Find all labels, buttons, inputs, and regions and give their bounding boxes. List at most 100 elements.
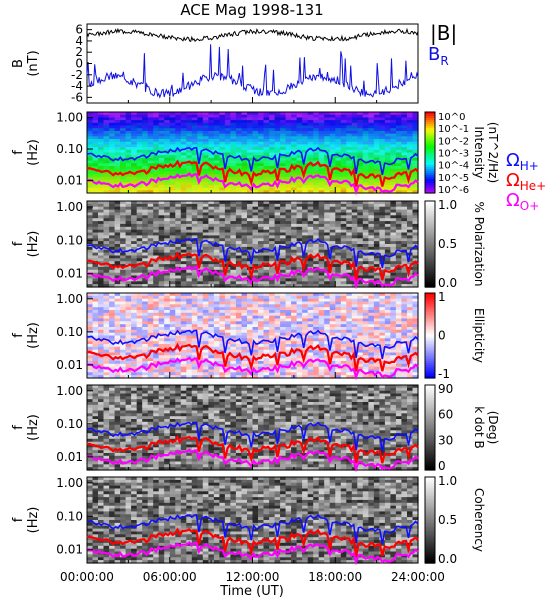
heatmap-cell [318, 272, 325, 277]
heatmap-cell [114, 363, 121, 368]
heatmap-cell [180, 281, 187, 285]
heatmap-cell [258, 133, 265, 137]
heatmap-cell [241, 332, 248, 337]
heatmap-cell [335, 244, 342, 248]
heatmap-cell [357, 229, 364, 234]
heatmap-cell [142, 229, 149, 234]
heatmap-cell [241, 176, 248, 181]
heatmap-cell [362, 258, 369, 262]
heatmap-cell [103, 215, 110, 219]
heatmap-cell [120, 238, 127, 242]
heatmap-cell [208, 338, 215, 342]
heatmap-cell [120, 215, 127, 219]
heatmap-cell [125, 281, 132, 285]
heatmap-cell [324, 246, 331, 251]
heatmap-cell [329, 149, 336, 154]
heatmap-cell [186, 327, 193, 331]
heatmap-cell [169, 133, 176, 137]
heatmap-cell [241, 281, 248, 285]
heatmap-cell [92, 244, 99, 248]
heatmap-cell [324, 114, 331, 118]
heatmap-cell [285, 307, 292, 311]
heatmap-cell [291, 201, 298, 205]
heatmap-cell [407, 112, 414, 116]
heatmap-cell [164, 114, 171, 118]
heatmap-cell [313, 241, 320, 245]
heatmap-cell [125, 130, 132, 135]
heatmap-cell [180, 249, 187, 254]
heatmap-cell [384, 187, 391, 191]
heatmap-cell [109, 361, 116, 365]
heatmap-cell [241, 117, 248, 121]
heatmap-cell [357, 114, 364, 118]
heatmap-cell [147, 293, 154, 297]
heatmap-cell [291, 241, 298, 245]
heatmap-cell [98, 344, 105, 348]
heatmap-cell [296, 281, 303, 285]
heatmap-cell [263, 144, 270, 148]
heatmap-cell [147, 141, 154, 145]
heatmap-cell [186, 203, 193, 208]
heatmap-cell [191, 136, 198, 140]
heatmap-cell [235, 130, 242, 135]
heatmap-cell [252, 163, 259, 167]
heatmap-cell [318, 244, 325, 248]
heatmap-cell [191, 166, 198, 170]
heatmap-cell [202, 144, 209, 148]
heatmap-cell [335, 120, 342, 124]
heatmap-cell [274, 281, 281, 285]
heatmap-cell [318, 187, 325, 191]
heatmap-cell [252, 332, 259, 337]
heatmap-cell [153, 232, 160, 236]
heatmap-cell [175, 221, 182, 225]
heatmap-cell [313, 160, 320, 164]
heatmap-cell [335, 152, 342, 156]
heatmap-cell [213, 187, 220, 191]
heatmap-cell [235, 190, 242, 194]
heatmap-cell [208, 363, 215, 368]
heatmap-cell [98, 218, 105, 222]
heatmap-cell [291, 281, 298, 285]
heatmap-cell [98, 307, 105, 311]
heatmap-cell [164, 332, 171, 337]
heatmap-cell [120, 301, 127, 305]
heatmap-cell [318, 144, 325, 148]
heatmap-cell [302, 358, 309, 362]
heatmap-cell [241, 304, 248, 308]
heatmap-cell [280, 372, 287, 376]
heatmap-cell [241, 272, 248, 277]
heatmap-cell [169, 215, 176, 219]
heatmap-cell [274, 315, 281, 320]
heatmap-cell [125, 174, 132, 178]
heatmap-cell [197, 266, 204, 271]
heatmap-cell [296, 171, 303, 175]
heatmap-cell [103, 369, 110, 373]
heatmap-cell [169, 244, 176, 248]
heatmap-cell [142, 201, 149, 205]
heatmap-cell [147, 315, 154, 320]
heatmap-cell [219, 187, 226, 191]
heatmap-cell [296, 155, 303, 159]
colorbar-step [425, 156, 435, 160]
heatmap-cell [362, 246, 369, 251]
heatmap-cell [274, 112, 281, 116]
heatmap-cell [285, 321, 292, 325]
heatmap-cell [412, 128, 419, 132]
colorbar-step [425, 201, 435, 204]
heatmap-cell [224, 112, 231, 116]
heatmap-cell [285, 293, 292, 297]
heatmap-cell [302, 122, 309, 127]
heatmap-cell [247, 130, 254, 135]
heatmap-cell [175, 246, 182, 251]
heatmap-cell [208, 301, 215, 305]
heatmap-cell [307, 117, 314, 121]
heatmap-cell [230, 128, 237, 132]
heatmap-cell [109, 179, 116, 183]
heatmap-cell [390, 157, 397, 162]
heatmap-cell [324, 255, 331, 259]
heatmap-cell [269, 304, 276, 308]
heatmap-cell [340, 255, 347, 259]
heatmap-cell [175, 168, 182, 172]
heatmap-cell [92, 176, 99, 181]
heatmap-cell [219, 122, 226, 127]
